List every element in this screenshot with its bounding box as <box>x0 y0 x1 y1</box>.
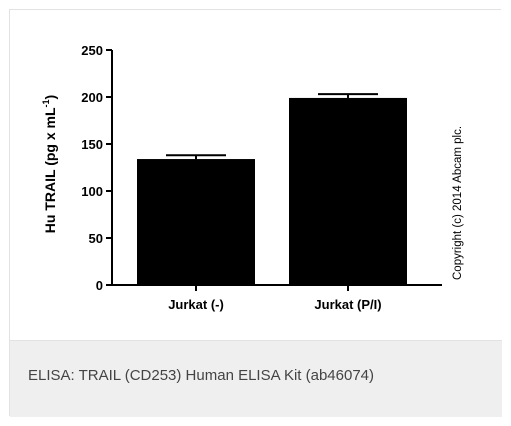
x-tick-label: Jurkat (-) <box>168 297 224 312</box>
y-tick-label: 0 <box>96 278 103 293</box>
x-tick-label: Jurkat (P/I) <box>314 297 381 312</box>
copyright-notice: Copyright (c) 2014 Abcam plc. <box>452 126 464 280</box>
y-axis-label-superscript: -1 <box>41 99 51 107</box>
chart-area: 0 50 100 150 200 250 Jurkat (-) Jurkat (P/I) Hu… <box>10 10 502 340</box>
y-tick-label: 150 <box>81 137 103 152</box>
bar <box>289 97 407 285</box>
bar-chart: 0 50 100 150 200 250 Jurkat (-) Jurkat (P/I) Hu… <box>41 43 464 312</box>
caption-panel: ELISA: TRAIL (CD253) Human ELISA Kit (ab… <box>10 340 502 417</box>
bar <box>137 159 255 285</box>
figure-caption: ELISA: TRAIL (CD253) Human ELISA Kit (ab… <box>28 367 375 384</box>
figure-card: 0 50 100 150 200 250 Jurkat (-) Jurkat (P/I) Hu… <box>9 9 502 417</box>
y-tick-label: 250 <box>81 43 103 58</box>
y-tick-label: 50 <box>89 231 103 246</box>
plot-area: 0 50 100 150 200 250 Jurkat (-) Jurkat (P/I) <box>81 43 442 312</box>
y-tick-label: 200 <box>81 90 103 105</box>
y-axis-label: Hu TRAIL (pg x mL-1) <box>41 95 58 233</box>
y-tick-label: 100 <box>81 184 103 199</box>
